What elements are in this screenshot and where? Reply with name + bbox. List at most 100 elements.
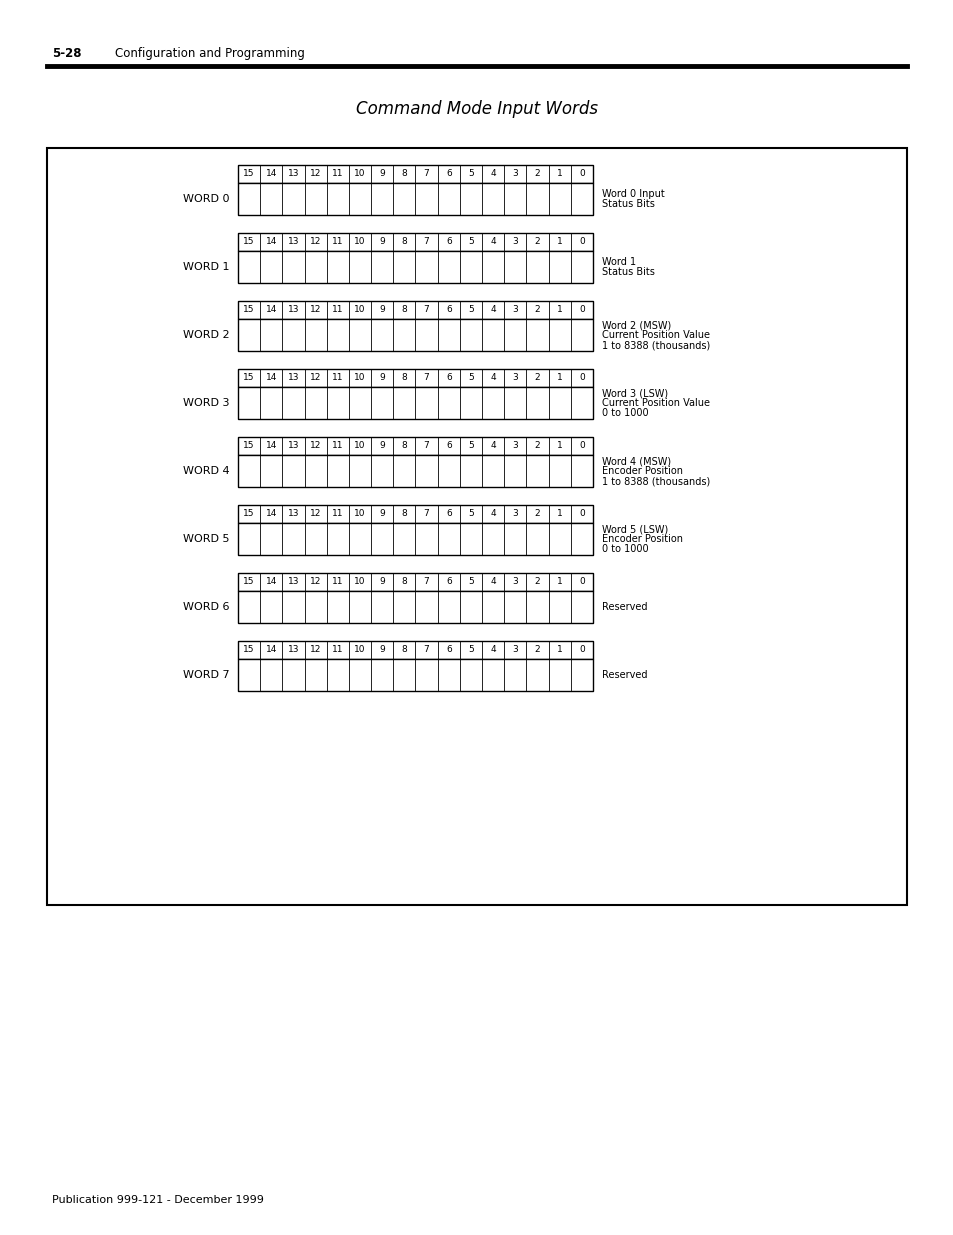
Text: 13: 13 [288, 305, 299, 315]
Text: 8: 8 [401, 237, 407, 247]
Text: 11: 11 [332, 373, 343, 383]
Text: 11: 11 [332, 646, 343, 655]
Text: 3: 3 [512, 510, 517, 519]
Text: 9: 9 [379, 646, 385, 655]
Text: 4: 4 [490, 646, 496, 655]
Text: 8: 8 [401, 578, 407, 587]
Bar [237, 183, 593, 215]
Text: 15: 15 [243, 373, 254, 383]
Text: 0: 0 [578, 578, 584, 587]
Text: 7: 7 [423, 373, 429, 383]
Text: 15: 15 [243, 578, 254, 587]
Text: 9: 9 [379, 373, 385, 383]
Bar [237, 659, 593, 692]
Text: 1: 1 [557, 305, 562, 315]
Text: Command Mode Input Words: Command Mode Input Words [355, 100, 598, 119]
Text: Status Bits: Status Bits [601, 199, 654, 209]
Text: 12: 12 [310, 510, 321, 519]
Text: 12: 12 [310, 305, 321, 315]
Text: 14: 14 [265, 237, 276, 247]
Text: 5: 5 [468, 169, 474, 179]
Text: Encoder Position: Encoder Position [601, 534, 682, 543]
Text: 7: 7 [423, 169, 429, 179]
Text: 3: 3 [512, 578, 517, 587]
Text: Word 1: Word 1 [601, 257, 636, 267]
Text: 10: 10 [354, 305, 365, 315]
Bar [47, 148, 906, 905]
Text: 4: 4 [490, 237, 496, 247]
Text: 7: 7 [423, 510, 429, 519]
Text: 11: 11 [332, 237, 343, 247]
Text: 9: 9 [379, 510, 385, 519]
Text: 10: 10 [354, 373, 365, 383]
Text: 1: 1 [557, 646, 562, 655]
Text: 7: 7 [423, 237, 429, 247]
Text: 8: 8 [401, 305, 407, 315]
Text: 8: 8 [401, 373, 407, 383]
Text: 6: 6 [445, 305, 451, 315]
Text: WORD 7: WORD 7 [183, 671, 230, 680]
Text: 9: 9 [379, 169, 385, 179]
Text: 14: 14 [265, 441, 276, 451]
Text: WORD 0: WORD 0 [183, 194, 230, 204]
Text: 2: 2 [535, 510, 539, 519]
Text: 6: 6 [445, 578, 451, 587]
Text: 10: 10 [354, 578, 365, 587]
Text: 5: 5 [468, 237, 474, 247]
Text: 3: 3 [512, 373, 517, 383]
Text: 11: 11 [332, 305, 343, 315]
Text: WORD 2: WORD 2 [183, 330, 230, 340]
Text: 12: 12 [310, 578, 321, 587]
Text: 14: 14 [265, 646, 276, 655]
Text: Encoder Position: Encoder Position [601, 466, 682, 475]
Text: 9: 9 [379, 578, 385, 587]
Text: 11: 11 [332, 169, 343, 179]
Text: Reserved: Reserved [601, 671, 647, 680]
Text: 2: 2 [535, 169, 539, 179]
Text: 14: 14 [265, 169, 276, 179]
Text: 2: 2 [535, 441, 539, 451]
Bar [237, 319, 593, 351]
Text: 8: 8 [401, 169, 407, 179]
Text: 6: 6 [445, 169, 451, 179]
Text: 0: 0 [578, 305, 584, 315]
Bar [237, 369, 593, 387]
Text: 13: 13 [288, 237, 299, 247]
Text: 0: 0 [578, 237, 584, 247]
Text: 1: 1 [557, 237, 562, 247]
Text: 4: 4 [490, 305, 496, 315]
Text: 7: 7 [423, 305, 429, 315]
Text: Current Position Value: Current Position Value [601, 330, 709, 340]
Text: Publication 999-121 - December 1999: Publication 999-121 - December 1999 [52, 1195, 264, 1205]
Text: 6: 6 [445, 646, 451, 655]
Text: 14: 14 [265, 305, 276, 315]
Text: 3: 3 [512, 441, 517, 451]
Text: 1 to 8388 (thousands): 1 to 8388 (thousands) [601, 340, 709, 350]
Text: WORD 5: WORD 5 [183, 534, 230, 543]
Bar [237, 454, 593, 487]
Text: 1: 1 [557, 373, 562, 383]
Bar [237, 505, 593, 522]
Bar [237, 233, 593, 251]
Text: 7: 7 [423, 646, 429, 655]
Text: 12: 12 [310, 237, 321, 247]
Bar [237, 573, 593, 592]
Text: 5: 5 [468, 441, 474, 451]
Text: 8: 8 [401, 510, 407, 519]
Text: WORD 6: WORD 6 [183, 601, 230, 613]
Text: Configuration and Programming: Configuration and Programming [115, 47, 305, 61]
Text: Word 5 (LSW): Word 5 (LSW) [601, 524, 667, 534]
Text: 14: 14 [265, 510, 276, 519]
Text: 2: 2 [535, 578, 539, 587]
Text: 2: 2 [535, 373, 539, 383]
Text: 6: 6 [445, 510, 451, 519]
Bar [237, 592, 593, 622]
Text: 15: 15 [243, 237, 254, 247]
Text: 9: 9 [379, 441, 385, 451]
Bar [237, 437, 593, 454]
Text: 4: 4 [490, 169, 496, 179]
Text: Word 3 (LSW): Word 3 (LSW) [601, 388, 667, 398]
Text: 3: 3 [512, 169, 517, 179]
Text: WORD 1: WORD 1 [183, 262, 230, 272]
Text: 5-28: 5-28 [52, 47, 81, 61]
